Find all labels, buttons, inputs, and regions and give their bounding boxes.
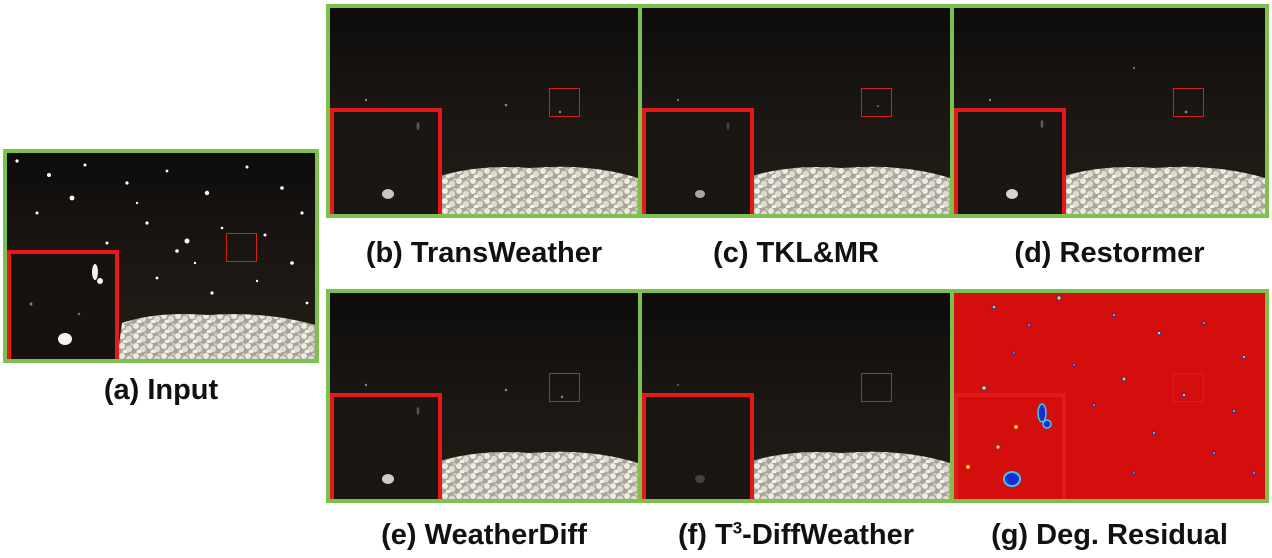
roi-marker: [549, 88, 580, 117]
zoom-inset: [642, 393, 754, 499]
zoom-inset: [954, 393, 1066, 499]
caption-t3-suffix: -DiffWeather: [742, 519, 915, 551]
caption-tklmr: (c) TKL&MR: [713, 237, 879, 269]
caption-transweather: (b) TransWeather: [365, 237, 603, 269]
roi-marker: [549, 373, 580, 402]
panel-degradation-residual: [950, 289, 1269, 503]
zoom-inset: [330, 108, 442, 214]
caption-t3-prefix: (f) T: [677, 519, 733, 551]
caption-restormer: (d) Restormer: [1014, 237, 1205, 269]
roi-marker: [226, 233, 257, 262]
roi-marker: [1173, 373, 1204, 402]
zoom-inset: [954, 108, 1066, 214]
caption-degradation-residual: (g) Deg. Residual: [991, 519, 1228, 551]
caption-t3-superscript: 3: [732, 518, 743, 538]
zoom-inset: [7, 250, 119, 359]
roi-marker: [1173, 88, 1204, 117]
caption-weatherdiff: (e) WeatherDiff: [381, 519, 587, 551]
roi-marker: [861, 88, 892, 117]
panel-restormer: [950, 4, 1269, 218]
panel-tklmr: [638, 4, 954, 218]
panel-input: [3, 149, 319, 363]
zoom-inset: [642, 108, 754, 214]
panel-t3-diffweather: [638, 289, 954, 503]
roi-marker: [861, 373, 892, 402]
caption-t3-diffweather: (f) T3-DiffWeather: [638, 518, 954, 552]
panel-weatherdiff: [326, 289, 642, 503]
zoom-inset: [330, 393, 442, 499]
caption-input: (a) Input: [103, 374, 219, 406]
panel-transweather: [326, 4, 642, 218]
